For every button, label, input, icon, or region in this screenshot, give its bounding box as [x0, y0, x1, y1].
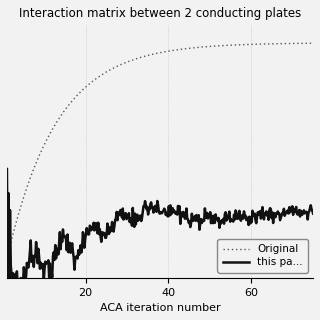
this pa...	[17, 288, 21, 292]
this pa...	[43, 267, 46, 271]
Original	[105, 70, 108, 74]
Original	[5, 257, 9, 261]
this pa...	[311, 212, 315, 215]
Original	[42, 144, 46, 148]
this pa...	[5, 167, 9, 171]
Title: Interaction matrix between 2 conducting plates: Interaction matrix between 2 conducting …	[19, 7, 301, 20]
Legend: Original, this pa...: Original, this pa...	[217, 239, 308, 273]
Original	[228, 43, 231, 47]
this pa...	[228, 220, 232, 224]
Line: this pa...: this pa...	[7, 169, 313, 290]
Original	[126, 60, 130, 63]
this pa...	[106, 222, 109, 226]
Line: Original: Original	[7, 43, 313, 259]
X-axis label: ACA iteration number: ACA iteration number	[100, 303, 220, 313]
this pa...	[198, 221, 202, 225]
Original	[226, 44, 230, 47]
this pa...	[227, 212, 231, 216]
Original	[197, 45, 201, 49]
Original	[311, 41, 315, 45]
this pa...	[127, 211, 131, 215]
